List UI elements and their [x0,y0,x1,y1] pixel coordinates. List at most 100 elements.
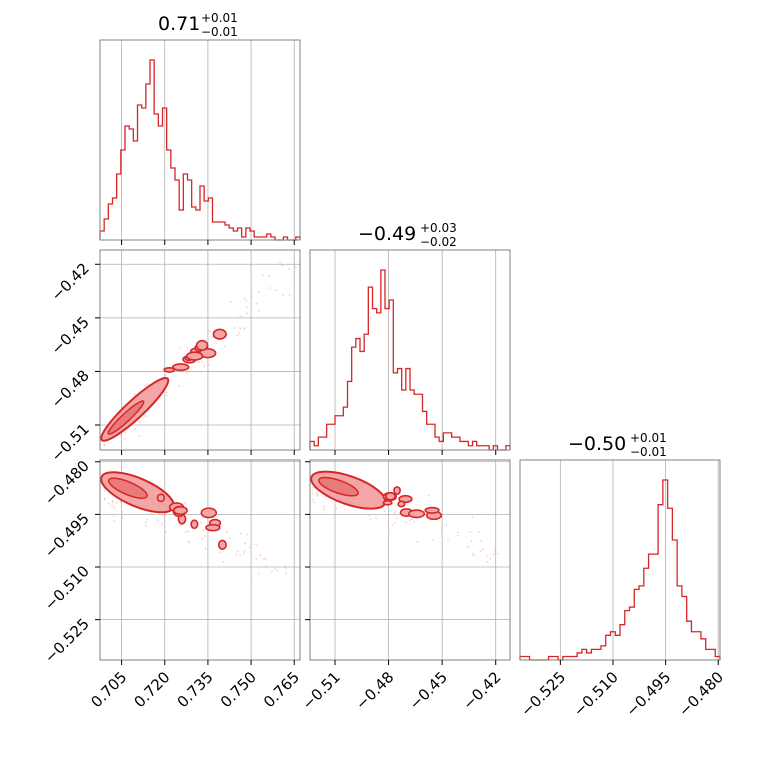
scatter-point [160,513,163,516]
scatter-point [335,507,338,510]
scatter-point [203,535,206,537]
scatter-point [236,317,239,320]
scatter-point [489,558,492,560]
scatter-point [311,498,314,501]
scatter-point [470,540,473,543]
scatter-point [311,489,313,492]
scatter-point [161,523,164,526]
scatter-point [239,327,242,330]
scatter-point [313,501,316,504]
scatter-point [409,519,412,522]
scatter-point [112,515,115,518]
y-tick-label-0: −0.51 [48,420,93,465]
scatter-point [119,501,122,504]
x-tick-label-2: 0.735 [174,668,217,711]
x-tick-label-0: −0.525 [517,668,569,720]
scatter-point [223,345,226,348]
scatter-point [479,539,482,542]
scatter-point [187,530,190,532]
scatter-point [481,548,484,551]
title-param-1: −0.49 +0.03 −0.02 [358,221,457,249]
scatter-point [238,331,241,334]
scatter-point [187,540,190,543]
x-tick-label-2: −0.495 [622,668,674,720]
panels: −0.51−0.48−0.45−0.42−0.525−0.510−0.495−0… [41,39,727,720]
scatter-point [235,553,237,556]
scatter-point [144,521,147,524]
title-param-1-value: −0.49 [358,223,416,245]
scatter-point [292,570,295,573]
scatter-point [250,576,253,579]
axes-frame [99,39,301,241]
histogram-step-2 [519,479,721,661]
scatter-point [243,297,246,300]
y-tick-label-1: −0.510 [41,562,93,614]
scatter-point [111,500,114,503]
scatter-point [322,505,325,508]
scatter-point [133,393,136,395]
scatter-point [324,496,327,498]
scatter-point [180,524,183,527]
scatter-point [242,552,245,555]
axes-frame [309,459,511,661]
axes-frame [99,249,301,451]
x-tick-label-0: −0.51 [299,668,344,713]
scatter-point [146,518,149,521]
scatter-point [440,528,443,531]
scatter-point [477,531,480,534]
scatter-point [255,557,258,560]
contour-island [172,505,188,516]
scatter-point [411,518,413,521]
scatter-point [263,558,265,561]
scatter-point [244,542,247,545]
scatter-point [246,306,249,309]
scatter-point [245,312,248,315]
contour-island [424,506,440,514]
contour-island [393,486,401,496]
axes-frame [519,459,721,661]
scatter-point [494,547,497,550]
title-param-2-lower: −0.01 [630,445,667,459]
pair-panel-1-2: −0.51 −0.48 −0.45 −0.42 [299,459,511,713]
contour-island [195,339,209,351]
scatter-point [315,491,318,494]
scatter-point [214,342,217,345]
scatter-point [294,266,297,269]
scatter-point [492,553,495,555]
scatter-point [467,545,469,548]
scatter-point [287,268,290,270]
scatter-point [103,444,106,447]
scatter-point [497,552,499,555]
x-tick-label-2: −0.45 [406,668,451,713]
scatter-point [107,502,110,505]
scatter-point [255,543,257,546]
scatter-point [123,438,126,440]
title-param-1-lower: −0.02 [420,235,457,249]
scatter-point [393,513,396,516]
pair-panel-0-1: −0.51 −0.48 −0.45 −0.42 [48,249,301,465]
scatter-point [186,346,189,349]
hist-panel-0 [99,39,301,245]
scatter-point [113,507,116,510]
y-tick-label-2: −0.45 [48,313,93,358]
scatter-point [111,504,113,507]
scatter-point [259,554,262,557]
scatter-point [316,494,319,497]
contour-inner [107,477,148,499]
scatter-point [178,385,181,387]
scatter-point [251,295,253,298]
x-tick-label-3: 0.750 [217,668,260,711]
density-contours [100,328,227,442]
scatter-point [243,327,246,330]
contour-island [200,507,218,519]
scatter-point [265,558,267,560]
scatter-point [156,519,159,522]
scatter-point [222,560,225,563]
scatter-point [203,365,206,367]
scatter-point [103,490,106,492]
scatter-point [447,539,449,542]
y-tick-label-3: −0.42 [48,259,93,304]
scatter-point [285,572,288,575]
